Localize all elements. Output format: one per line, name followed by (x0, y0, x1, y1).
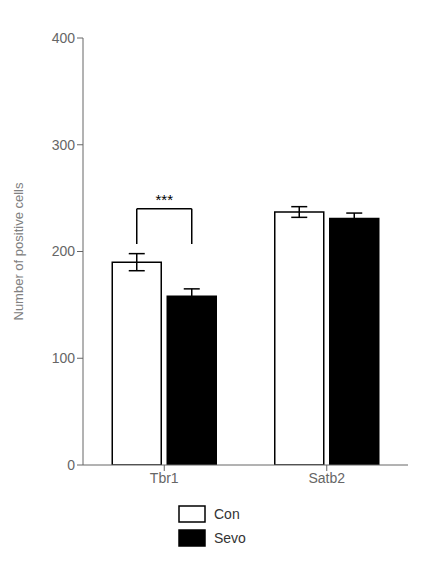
html-text:Sevo: Sevo (214, 530, 246, 546)
svg-text:0: 0 (67, 457, 75, 473)
svg-text:Satb2: Satb2 (308, 470, 345, 486)
svg-text:***: *** (155, 191, 173, 208)
svg-text:Tbr1: Tbr1 (150, 470, 179, 486)
svg-text:400: 400 (52, 30, 76, 46)
svg-text:200: 200 (52, 243, 76, 259)
svg-text:100: 100 (52, 350, 76, 366)
html-text:Con: Con (214, 506, 240, 522)
svg-text:300: 300 (52, 137, 76, 153)
svg-text:Number of positive cells: Number of positive cells (11, 182, 26, 320)
